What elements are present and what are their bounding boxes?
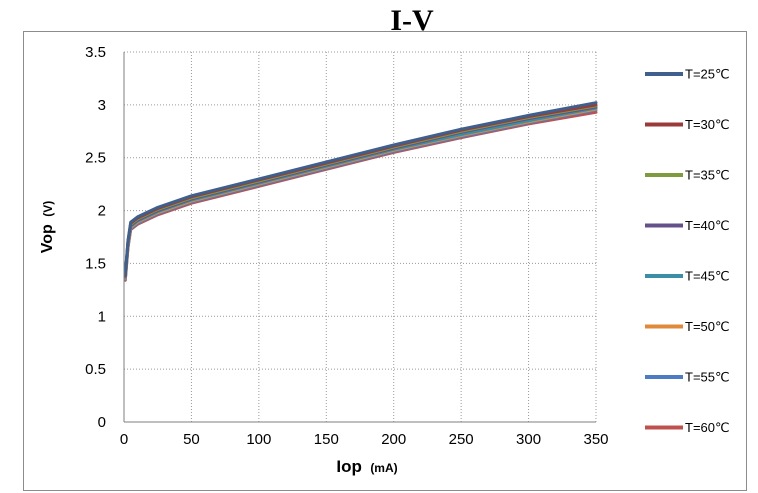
y-tick-label: 2.5 bbox=[85, 150, 106, 167]
legend-label-2: T=30℃ bbox=[685, 117, 730, 132]
y-tick-label: 1.5 bbox=[85, 255, 106, 272]
x-tick-label: 200 bbox=[381, 431, 406, 448]
series-lines bbox=[123, 101, 598, 282]
x-axis-label: Iop (mA) bbox=[336, 457, 397, 476]
axes bbox=[123, 52, 596, 423]
x-tick-label: 50 bbox=[183, 431, 200, 448]
y-axis-label-unit: (V) bbox=[41, 201, 55, 217]
x-tick-label: 250 bbox=[449, 431, 474, 448]
x-tick-label: 350 bbox=[583, 431, 608, 448]
x-tick-labels: 0 50 100 150 200 250 300 350 bbox=[120, 431, 609, 448]
y-tick-label: 3.5 bbox=[85, 44, 106, 61]
y-tick-label: 0 bbox=[98, 414, 106, 431]
x-axis-label-name: Iop bbox=[336, 457, 362, 476]
legend-label-4: T=40℃ bbox=[685, 218, 730, 233]
y-tick-labels: 0 0.5 1 1.5 2 2.5 3 3.5 bbox=[85, 44, 106, 431]
y-tick-label: 1 bbox=[98, 308, 106, 325]
y-tick-label: 0.5 bbox=[85, 361, 106, 378]
x-tick-label: 100 bbox=[246, 431, 271, 448]
legend-label-8: T=60℃ bbox=[685, 420, 730, 435]
chart-title: I-V bbox=[390, 4, 434, 37]
legend: T=25℃ T=30℃ T=35℃ T=40℃ T=45℃ T=50℃ T=55℃ T=60℃ bbox=[645, 67, 730, 435]
y-tick-label: 2 bbox=[98, 203, 106, 220]
y-tick-label: 3 bbox=[98, 97, 106, 114]
grid bbox=[123, 51, 597, 423]
chart-frame bbox=[23, 31, 747, 491]
legend-label-3: T=35℃ bbox=[685, 168, 730, 183]
series-line-1 bbox=[123, 101, 598, 276]
legend-label-7: T=55℃ bbox=[685, 370, 730, 385]
x-tick-label: 0 bbox=[120, 431, 128, 448]
legend-label-6: T=50℃ bbox=[685, 319, 730, 334]
legend-label-5: T=45℃ bbox=[685, 269, 730, 284]
x-axis-label-unit: (mA) bbox=[370, 461, 397, 475]
y-axis-label: Vop (V) bbox=[39, 201, 56, 253]
x-tick-label: 300 bbox=[516, 431, 541, 448]
y-axis-label-name: Vop bbox=[39, 224, 56, 253]
x-tick-label: 150 bbox=[314, 431, 339, 448]
legend-label-1: T=25℃ bbox=[685, 67, 730, 82]
